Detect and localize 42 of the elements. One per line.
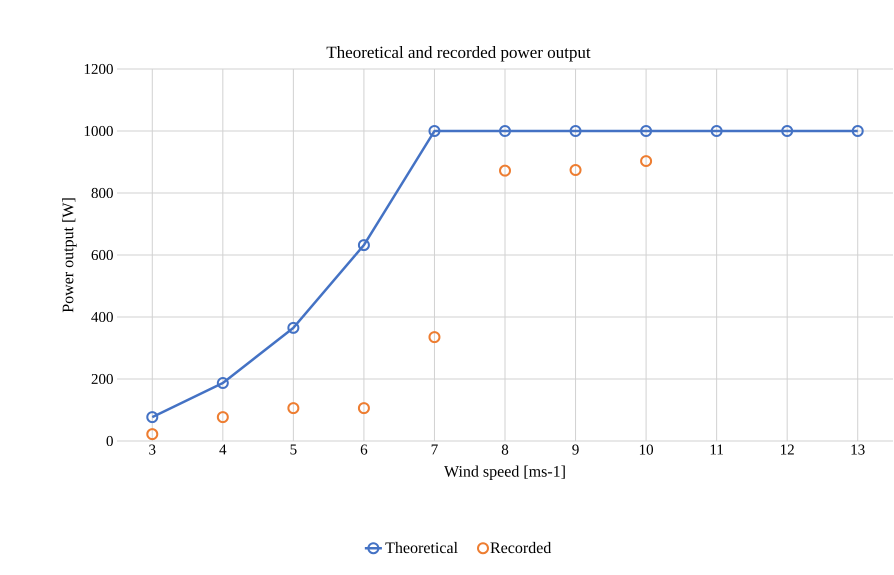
point xyxy=(570,164,582,176)
y-tick-label: 0 xyxy=(106,436,113,446)
point xyxy=(287,402,300,414)
point xyxy=(216,377,229,390)
point xyxy=(499,124,512,137)
y-tick-label: 400 xyxy=(91,312,113,322)
point xyxy=(287,322,300,334)
x-axis-title: Wind speed [ms-1] xyxy=(444,466,565,480)
x-tick-label: 5 xyxy=(290,444,297,454)
point xyxy=(216,411,229,424)
point xyxy=(852,124,864,137)
y-tick-label: 200 xyxy=(92,374,113,384)
y-tick-label: 1000 xyxy=(84,126,113,136)
x-tick-label: 12 xyxy=(781,444,794,454)
point xyxy=(146,428,158,440)
x-tick-label: 4 xyxy=(219,444,226,454)
x-tick-label: 10 xyxy=(640,444,654,455)
point xyxy=(640,155,652,168)
y-tick-label: 1200 xyxy=(84,64,113,74)
y-tick-label: 600 xyxy=(92,250,113,260)
point xyxy=(146,411,158,424)
point xyxy=(710,124,723,137)
x-tick-label: 6 xyxy=(360,444,368,455)
point xyxy=(570,124,582,137)
chart-title: Theoretical and recorded power output xyxy=(326,46,591,62)
point xyxy=(640,124,652,137)
x-tick-label: 7 xyxy=(432,444,438,454)
legend-label: Recorded xyxy=(490,542,552,554)
x-tick-label: 8 xyxy=(502,444,508,455)
x-tick-label: 13 xyxy=(852,444,865,455)
x-tick-label: 11 xyxy=(710,444,723,454)
x-tick-label: 3 xyxy=(149,444,156,455)
point xyxy=(499,164,512,177)
y-tick-label: 800 xyxy=(92,188,113,198)
x-tick-label: 9 xyxy=(572,444,579,455)
y-axis-title: Power output [W] xyxy=(62,198,77,312)
point xyxy=(428,331,440,344)
legend-label: Theoretical xyxy=(385,542,458,554)
point xyxy=(358,239,370,252)
point xyxy=(358,402,370,414)
point xyxy=(428,124,440,137)
point xyxy=(781,124,794,137)
